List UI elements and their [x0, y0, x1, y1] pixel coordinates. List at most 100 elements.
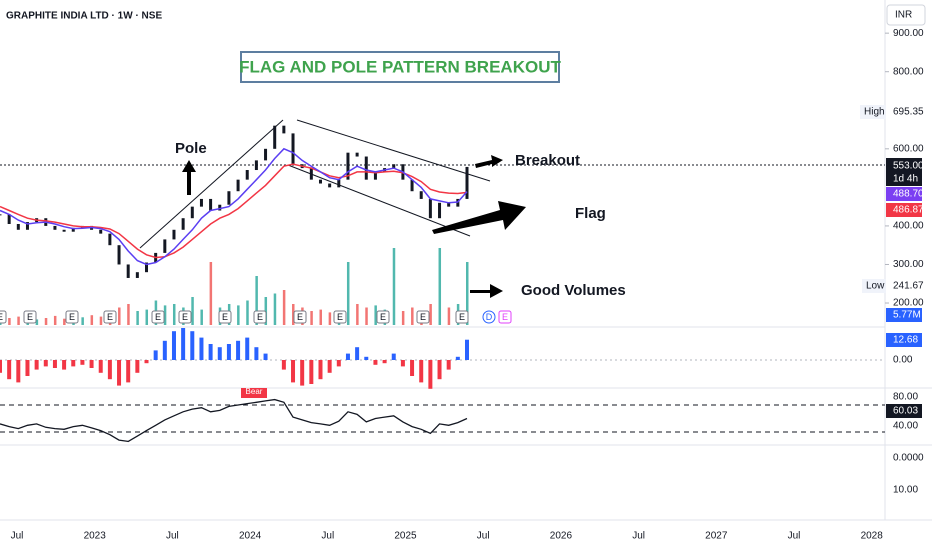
macd-bar	[345, 353, 350, 360]
macd-bar	[437, 360, 442, 380]
candle	[227, 191, 231, 205]
macd-bar	[336, 360, 341, 367]
macd-bar	[373, 360, 378, 365]
candle	[181, 218, 185, 230]
volumes-label: Good Volumes	[521, 282, 626, 299]
macd-bar	[190, 331, 195, 360]
macd-bar	[126, 360, 131, 383]
earnings-marker	[376, 310, 390, 324]
earnings-marker	[455, 310, 469, 324]
volume-bar	[346, 262, 350, 325]
macd-zero: 0.00	[893, 355, 913, 366]
dividend-marker	[482, 310, 496, 324]
candle	[108, 233, 112, 246]
candle	[190, 206, 194, 219]
candle	[25, 222, 29, 230]
volume-bar	[44, 318, 48, 325]
earnings-label: E	[420, 312, 426, 322]
ma-fast-line	[0, 147, 468, 266]
volume-bar	[63, 318, 66, 325]
candle	[373, 171, 377, 180]
volume-bar	[282, 290, 286, 325]
volume-bar	[127, 304, 130, 325]
macd-bar	[217, 347, 222, 360]
flag-label: Flag	[575, 205, 606, 222]
pole-label: Pole	[175, 140, 207, 157]
candle	[254, 160, 258, 171]
earnings-label: E	[380, 312, 386, 322]
pole-arrow	[182, 160, 196, 195]
candle	[236, 179, 240, 192]
earnings-marker	[65, 310, 79, 324]
lower-tick: 10.00	[893, 485, 918, 496]
low-tag	[862, 279, 886, 293]
macd-bar	[62, 360, 67, 370]
volume-bar	[209, 262, 213, 325]
macd-bar	[281, 360, 286, 370]
volume-bar	[429, 304, 432, 325]
candle	[273, 125, 277, 149]
macd-bar	[25, 360, 30, 376]
macd-bar	[318, 360, 323, 380]
low-value: 241.67	[893, 281, 924, 292]
time-label: 2024	[239, 531, 262, 542]
macd-bar	[16, 360, 21, 383]
last-price-badge	[886, 158, 922, 186]
macd-bar	[89, 360, 94, 368]
ma-slow-line	[0, 163, 468, 259]
earnings-label: E	[0, 312, 3, 322]
price-tick-label: 600.00	[893, 143, 924, 154]
macd-bar	[455, 356, 460, 360]
volume-bar	[99, 316, 103, 325]
earnings-marker	[218, 310, 232, 324]
candle	[99, 229, 103, 234]
macd-bar	[0, 360, 2, 373]
earnings-marker	[416, 310, 430, 324]
macd-bar	[327, 360, 332, 373]
candle	[218, 204, 222, 211]
earnings-label: E	[337, 312, 343, 322]
time-label: 2028	[861, 531, 884, 542]
time-label: 2026	[550, 531, 573, 542]
earnings-marker	[253, 310, 267, 324]
candle	[337, 179, 341, 188]
earnings-marker	[151, 310, 165, 324]
volume-bar	[264, 297, 268, 325]
candle	[282, 125, 286, 134]
candle	[163, 239, 167, 253]
ma-fast-badge	[886, 187, 922, 201]
macd-bar	[400, 360, 405, 367]
macd-bar	[199, 337, 204, 360]
volume-bar	[53, 315, 57, 325]
macd-bar	[144, 360, 149, 364]
candle	[0, 214, 2, 216]
high-label: High	[864, 107, 885, 118]
time-label: Jul	[632, 531, 645, 542]
currency-box[interactable]	[886, 4, 926, 26]
candle	[199, 198, 203, 207]
volume-bar	[172, 304, 176, 325]
volume-bar	[136, 311, 139, 325]
currency[interactable]: INR	[895, 10, 912, 21]
earnings-label: E	[459, 312, 465, 322]
macd-bar	[52, 360, 57, 368]
dividend-label: D	[486, 312, 493, 322]
last-price: 553.00	[893, 161, 924, 172]
rsi-low: 40.00	[893, 421, 918, 432]
candle	[53, 225, 57, 230]
candle	[7, 214, 11, 224]
volume-arrow	[470, 284, 503, 298]
macd-bar	[107, 360, 112, 380]
earnings-marker	[333, 310, 347, 324]
volume-bar	[328, 312, 332, 325]
breakout-label: Breakout	[515, 152, 580, 169]
symbol-header: GRAPHITE INDIA LTD · 1W · NSE	[6, 11, 162, 22]
volume-bar	[374, 305, 377, 325]
volume-bar	[163, 305, 167, 325]
macd-bar	[98, 360, 103, 373]
price-tick-label: 900.00	[893, 28, 924, 39]
earnings-label: E	[257, 312, 263, 322]
time-label: Jul	[788, 531, 801, 542]
volume-bar	[118, 307, 121, 325]
time-label: 2027	[705, 531, 728, 542]
